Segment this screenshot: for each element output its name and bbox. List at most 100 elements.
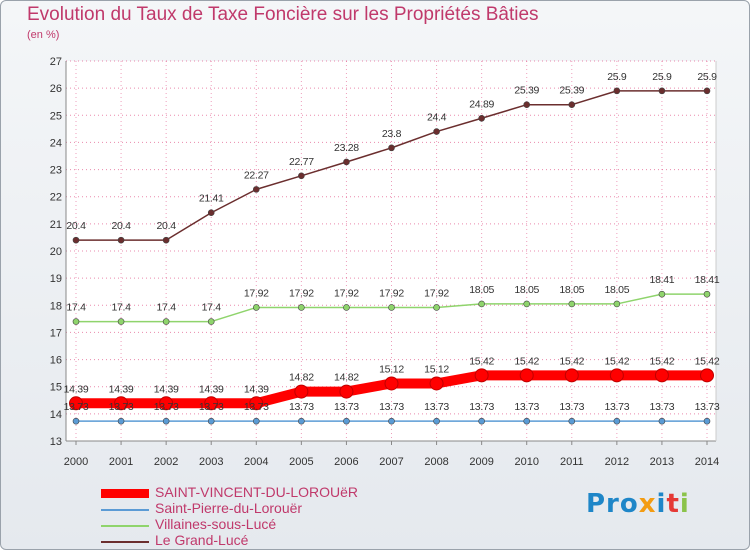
data-label: 23.8 [382,128,402,140]
data-point [388,304,395,311]
x-tick-label: 2005 [289,456,313,468]
data-label: 13.73 [244,401,269,413]
data-point [703,417,711,425]
x-tick-label: 2014 [695,456,719,468]
y-tick-label: 26 [50,83,62,95]
data-point [433,304,440,311]
y-tick-label: 14 [50,409,62,421]
y-tick-label: 13 [50,436,62,448]
data-point [72,417,80,425]
data-point [117,236,125,244]
data-point [298,304,305,311]
data-label: 15.12 [424,363,449,375]
x-tick-label: 2002 [154,456,178,468]
x-tick-label: 2008 [424,456,448,468]
data-point [568,101,576,108]
data-label: 20.4 [157,220,177,232]
data-point [654,368,669,383]
data-label: 25.9 [697,71,717,83]
data-label: 13.73 [650,401,675,413]
legend-swatch [101,541,149,543]
y-tick-label: 25 [50,110,62,122]
data-point [298,172,305,180]
y-tick-label: 23 [50,165,62,177]
data-point [568,417,576,425]
data-point [613,300,621,308]
data-point [162,318,170,325]
data-point [568,300,576,308]
data-label: 15.42 [650,355,675,367]
y-tick-label: 24 [50,137,62,149]
data-point [384,376,399,391]
data-point [207,417,215,425]
data-point [478,417,485,425]
line-chart: 13 14 15 16 17 18 19 20 21 22 23 24 25 26 27 2000 2001 20… [50,56,720,468]
data-label: 17.92 [379,287,404,299]
data-point [252,304,260,311]
data-label: 14.39 [109,383,134,395]
data-label: 13.73 [424,401,449,413]
legend-label: Saint-Pierre-du-Lorouër [155,500,303,516]
data-point [703,87,711,95]
data-label: 14.39 [154,383,179,395]
proxiti-logo: Proxiti [586,489,690,519]
data-label: 17.4 [111,302,131,314]
data-point [207,209,215,217]
data-point [478,114,485,122]
data-point [700,368,714,383]
data-label: 13.73 [379,401,404,413]
data-point [658,290,666,298]
legend-label: Le Grand-Lucé [155,532,249,548]
data-label: 21.41 [199,193,224,205]
data-label: 14.82 [289,372,314,384]
data-point [117,417,125,425]
legend-swatch [101,525,149,527]
data-label: 17.4 [157,302,177,314]
data-label: 22.77 [289,156,314,168]
data-label: 22.27 [244,169,269,181]
data-point [339,384,354,399]
legend-swatch [101,489,149,498]
data-point [613,417,621,425]
data-label: 13.73 [695,401,720,413]
data-label: 25.9 [607,71,627,83]
y-tick-label: 27 [50,56,62,68]
data-label: 13.73 [64,401,89,413]
x-tick-label: 2003 [199,456,223,468]
data-label: 25.39 [559,85,584,97]
data-point [343,158,350,166]
data-label: 13.73 [109,401,134,413]
y-tick-label: 22 [50,192,62,204]
data-label: 18.41 [650,274,675,286]
data-point [117,318,125,325]
legend-swatch [101,509,149,511]
data-label: 15.12 [379,363,404,375]
data-label: 17.92 [334,287,359,299]
x-tick-label: 2009 [469,456,493,468]
data-label: 17.92 [244,287,269,299]
data-label: 13.73 [514,401,539,413]
data-label: 14.82 [334,372,359,384]
data-point [658,87,666,95]
y-tick-label: 19 [50,273,62,285]
data-label: 15.42 [695,355,720,367]
x-tick-label: 2001 [109,456,133,468]
y-tick-label: 17 [50,327,62,339]
data-label: 18.05 [469,284,494,296]
unit-label: (en %) [27,29,60,41]
data-point [159,396,174,411]
data-label: 14.39 [64,383,89,395]
data-point [429,376,444,391]
data-point [523,417,531,425]
data-point [249,396,264,411]
data-point [294,384,309,399]
data-point [343,304,350,311]
x-tick-label: 2000 [64,456,88,468]
data-label: 17.92 [289,287,314,299]
data-point [613,87,621,95]
data-label: 13.73 [289,401,314,413]
chart-title: Evolution du Taux de Taxe Foncière sur l… [27,4,539,25]
data-label: 15.42 [604,355,629,367]
data-label: 25.39 [514,85,539,97]
